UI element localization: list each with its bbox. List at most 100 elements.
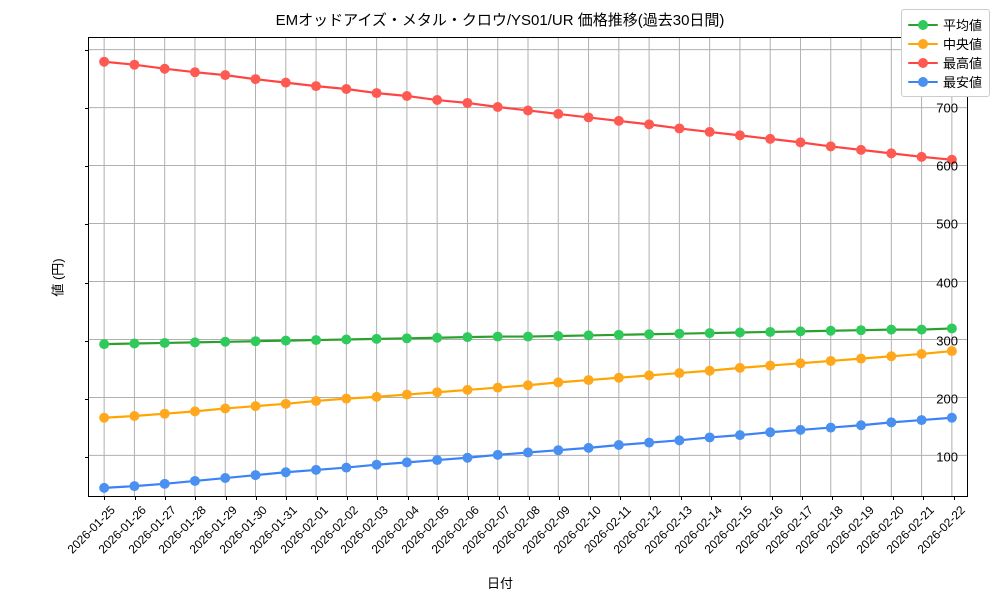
data-point: [492, 382, 503, 393]
x-tick-mark: [498, 496, 500, 500]
x-tick-mark: [771, 496, 773, 500]
y-tick-mark: [85, 399, 89, 400]
data-point: [220, 473, 231, 484]
data-point: [311, 81, 322, 92]
data-point: [99, 339, 110, 350]
x-tick-mark: [225, 496, 227, 500]
data-point: [159, 478, 170, 489]
data-point: [613, 372, 624, 383]
data-point: [583, 375, 594, 386]
data-point: [189, 67, 200, 78]
data-point: [189, 406, 200, 417]
data-point: [674, 328, 685, 339]
data-point: [553, 331, 564, 341]
gridlines: [89, 38, 967, 496]
data-point: [189, 475, 200, 486]
x-tick-mark: [832, 496, 834, 500]
data-point: [613, 440, 624, 450]
x-tick-mark: [862, 496, 864, 500]
data-point: [795, 326, 806, 337]
data-point: [523, 447, 533, 458]
data-point: [341, 334, 352, 345]
data-point: [674, 435, 685, 446]
y-tick-label: 300: [936, 333, 958, 349]
data-point: [916, 151, 927, 162]
data-point: [946, 346, 957, 357]
x-tick-mark: [437, 496, 439, 500]
data-point: [825, 422, 836, 433]
data-point: [856, 353, 867, 364]
data-point: [886, 417, 897, 428]
data-point: [159, 63, 170, 74]
data-point: [583, 442, 594, 453]
data-point: [734, 327, 745, 338]
data-point: [916, 415, 927, 426]
data-point: [280, 335, 291, 346]
data-point: [613, 329, 624, 340]
data-point: [553, 108, 564, 119]
data-point: [795, 137, 806, 148]
data-point: [280, 467, 291, 478]
data-point: [462, 97, 473, 108]
legend-item-0[interactable]: 平均値: [907, 15, 982, 34]
legend-item-2[interactable]: 最高値: [907, 53, 982, 72]
data-point: [129, 338, 140, 349]
data-point: [523, 105, 533, 116]
data-point: [856, 420, 867, 431]
y-axis-label: 値 (円): [50, 258, 66, 297]
x-tick-mark: [650, 496, 652, 500]
data-point: [644, 119, 655, 130]
x-tick-mark: [134, 496, 136, 500]
legend-item-3[interactable]: 最安値: [907, 72, 982, 91]
data-point: [341, 462, 352, 473]
series-lines: [99, 56, 957, 493]
data-point: [250, 401, 261, 412]
data-point: [765, 133, 776, 144]
data-point: [492, 102, 503, 112]
data-point: [401, 457, 412, 468]
data-point: [946, 412, 957, 423]
data-point: [704, 328, 715, 339]
x-tick-mark: [741, 496, 743, 500]
data-point: [432, 95, 443, 106]
data-point: [99, 482, 110, 493]
y-tick-mark: [85, 340, 89, 342]
data-point: [280, 398, 291, 409]
data-point: [704, 365, 715, 376]
data-point: [189, 337, 200, 348]
x-tick-mark: [316, 496, 318, 500]
data-point: [644, 437, 655, 448]
data-point: [159, 408, 170, 419]
data-point: [734, 362, 745, 373]
data-point: [250, 336, 261, 347]
data-point: [644, 329, 655, 340]
data-point: [856, 325, 867, 336]
data-point: [765, 326, 776, 337]
x-tick-mark: [377, 496, 379, 500]
x-tick-mark: [407, 496, 409, 500]
data-point: [825, 355, 836, 366]
data-point: [311, 464, 322, 475]
data-point: [250, 470, 261, 481]
legend-marker-icon: [907, 75, 938, 89]
legend-item-1[interactable]: 中央値: [907, 34, 982, 53]
x-tick-mark: [680, 496, 682, 500]
legend-label: 中央値: [942, 37, 982, 52]
data-point: [644, 370, 655, 381]
data-point: [280, 77, 291, 88]
data-point: [371, 333, 382, 344]
y-tick-label: 700: [936, 100, 958, 116]
data-point: [129, 59, 140, 70]
data-point: [432, 455, 443, 466]
data-point: [916, 348, 927, 359]
data-point: [99, 412, 110, 423]
y-tick-label: 100: [936, 449, 958, 465]
data-point: [432, 387, 443, 398]
data-point: [220, 403, 231, 414]
data-point: [492, 331, 503, 342]
data-point: [583, 330, 594, 341]
data-point: [886, 324, 897, 335]
x-tick-mark: [104, 496, 106, 500]
x-tick-mark: [559, 496, 561, 500]
data-point: [129, 411, 140, 421]
